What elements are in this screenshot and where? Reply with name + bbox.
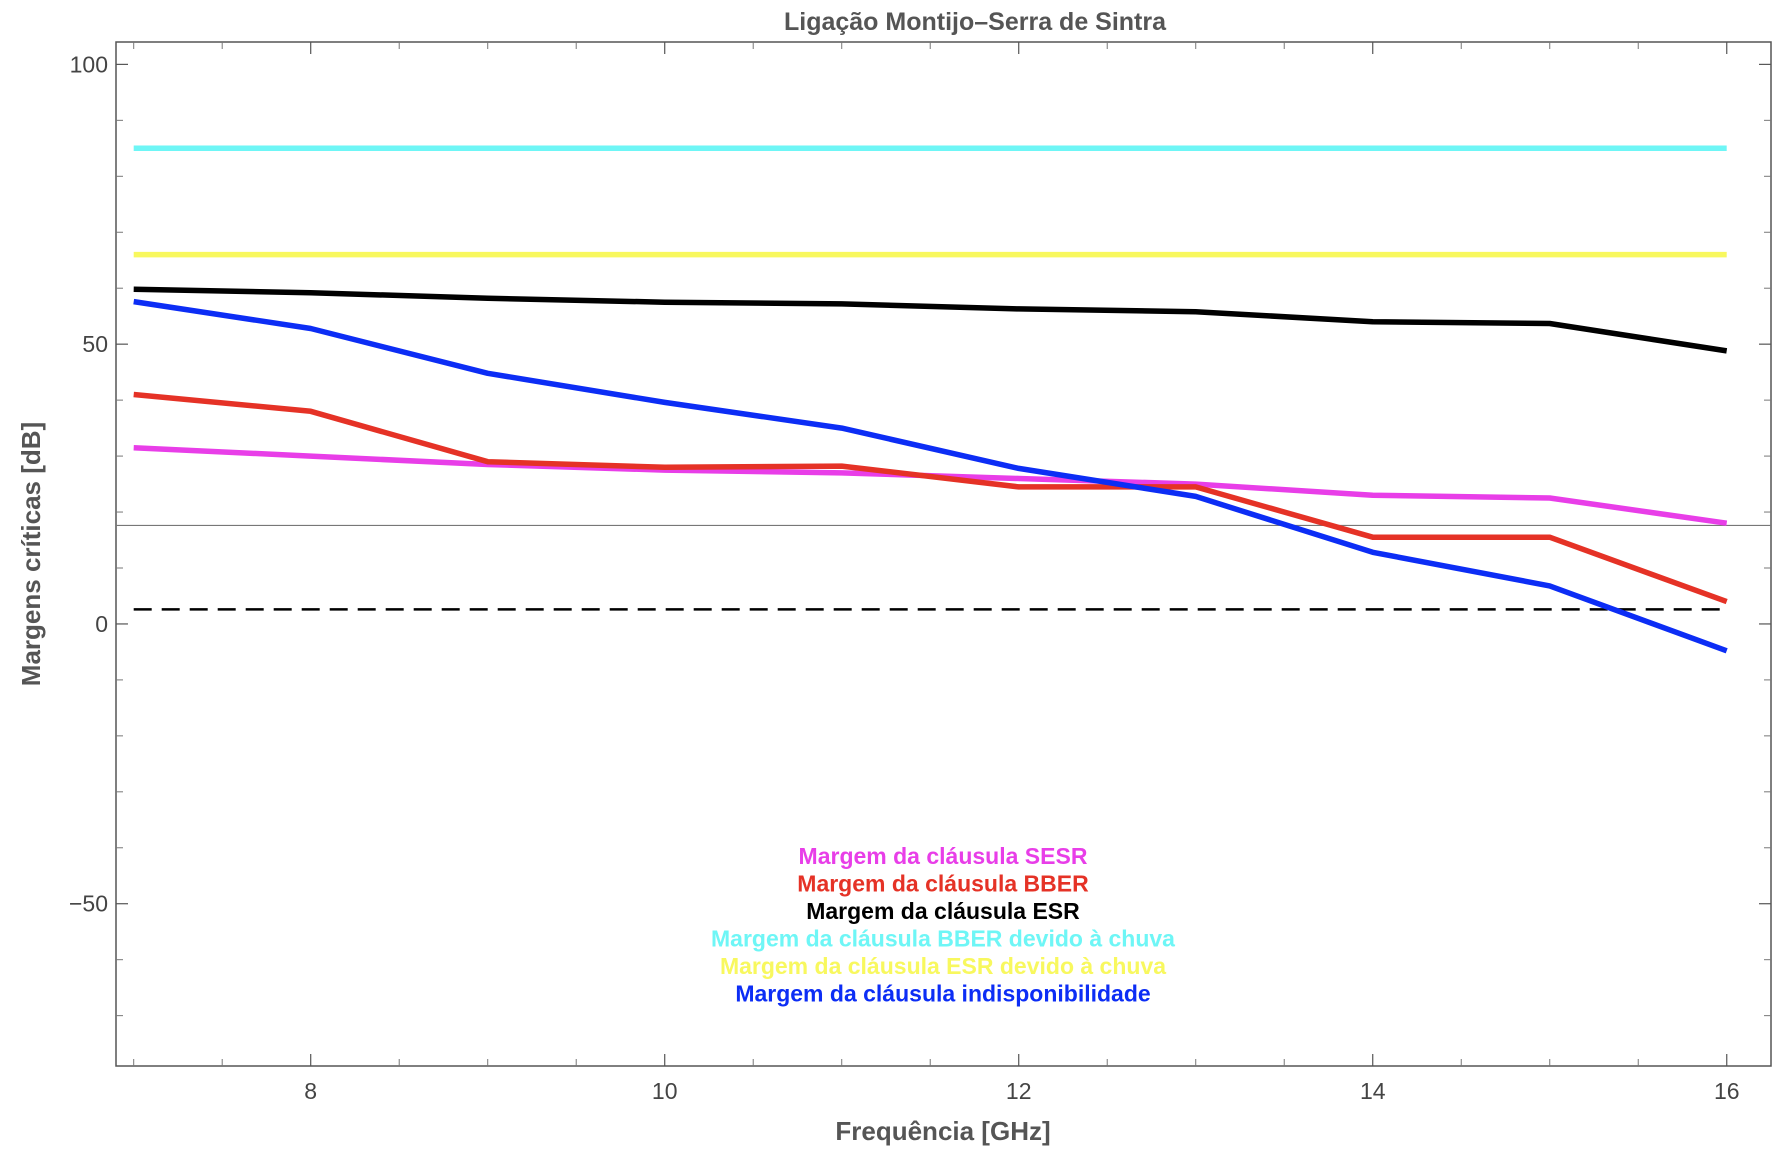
x-tick-label: 16: [1714, 1078, 1740, 1104]
chart-title: Ligação Montijo–Serra de Sintra: [784, 8, 1167, 36]
y-axis-label: Margens críticas [dB]: [16, 422, 46, 686]
x-tick-label: 10: [652, 1078, 678, 1104]
legend-entry-margem-da-clausula-esr: Margem da cláusula ESR: [806, 898, 1080, 924]
legend-entry-margem-da-clausula-bber-devido-a-chuva: Margem da cláusula BBER devido à chuva: [711, 926, 1175, 952]
y-tick-label: 0: [95, 611, 108, 637]
series-line-margem-da-clausula-indisponibilidade: [133, 298, 1728, 654]
series-line-margem-da-clausula-esr: [133, 286, 1728, 354]
legend-entry-margem-da-clausula-indisponibilidade: Margem da cláusula indisponibilidade: [735, 981, 1150, 1007]
y-axis: −50 0 50 100: [69, 51, 1771, 1017]
series-line-margem-da-clausula-bber: [133, 391, 1728, 605]
reference-lines: [116, 524, 1771, 611]
y-tick-label: −50: [69, 891, 108, 917]
y-tick-label: 50: [82, 331, 108, 357]
x-axis: 8 10 12 14 16: [133, 42, 1740, 1104]
y-tick-label: 100: [70, 51, 108, 77]
legend-entry-margem-da-clausula-esr-devido-a-chuva: Margem da cláusula ESR devido à chuva: [720, 953, 1166, 979]
x-tick-label: 14: [1360, 1078, 1386, 1104]
series-line-margem-da-clausula-sesr: [133, 444, 1728, 526]
x-tick-label: 12: [1006, 1078, 1032, 1104]
plot-frame: [115, 41, 1772, 1067]
series-lines: [133, 145, 1728, 654]
x-tick-label: 8: [304, 1078, 317, 1104]
legend-entry-margem-da-clausula-bber: Margem da cláusula BBER: [797, 871, 1089, 897]
legend-entry-margem-da-clausula-sesr: Margem da cláusula SESR: [799, 843, 1088, 869]
x-axis-label: Frequência [GHz]: [835, 1116, 1050, 1146]
